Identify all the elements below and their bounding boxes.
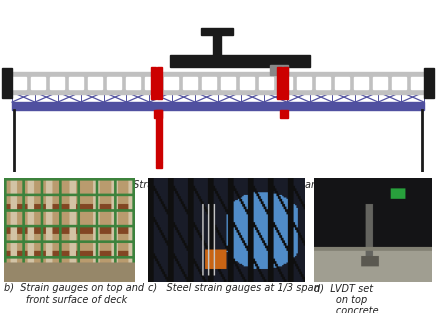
Bar [334, 77, 348, 89]
Bar [164, 77, 177, 89]
Bar [151, 67, 156, 99]
Bar [213, 35, 221, 55]
Bar [156, 110, 162, 162]
Bar [11, 77, 25, 89]
Text: b)  Strain gauges on top and
       front surface of deck: b) Strain gauges on top and front surfac… [4, 283, 144, 305]
Bar [296, 77, 310, 89]
Bar [277, 67, 282, 99]
Bar [156, 162, 162, 168]
Bar [424, 68, 434, 98]
Bar [372, 77, 386, 89]
Bar [50, 77, 64, 89]
Bar [354, 77, 368, 89]
Bar [277, 77, 292, 89]
Bar [201, 28, 233, 35]
Bar [2, 68, 12, 98]
Text: c)   Steel strain gauges at 1/3 span: c) Steel strain gauges at 1/3 span [148, 283, 320, 293]
Bar [170, 55, 310, 67]
Bar [31, 77, 44, 89]
Bar [392, 77, 405, 89]
Bar [157, 67, 162, 99]
Bar [201, 77, 215, 89]
Bar [68, 77, 82, 89]
Bar [183, 77, 197, 89]
Bar [88, 77, 102, 89]
Text: a)   Strain gauges and LVDT’s at 1/3 spans: a) Strain gauges and LVDT’s at 1/3 spans [114, 180, 322, 190]
Bar [144, 77, 159, 89]
Bar [126, 77, 140, 89]
Bar [411, 77, 425, 89]
Bar [283, 67, 288, 99]
Bar [270, 65, 288, 75]
Bar [12, 102, 424, 110]
Bar [154, 110, 162, 118]
Bar [239, 77, 253, 89]
Bar [316, 77, 330, 89]
Bar [280, 110, 288, 118]
Bar [221, 77, 235, 89]
Bar [106, 77, 120, 89]
Bar [12, 72, 424, 94]
Bar [259, 77, 272, 89]
Text: d)  LVDT set
       on top
       concrete: d) LVDT set on top concrete [314, 283, 378, 313]
